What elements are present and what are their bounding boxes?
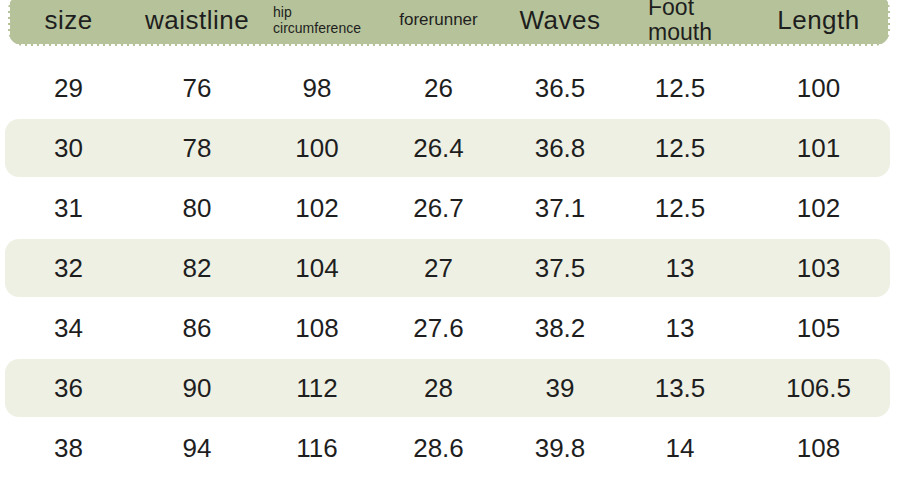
header-cell-length: Length xyxy=(740,5,897,36)
table-cell-length: 105 xyxy=(740,313,897,344)
table-cell-hip: 100 xyxy=(257,133,377,164)
table-cell-forerunner: 28 xyxy=(377,373,500,404)
table-cell-foot-mouth: 12.5 xyxy=(620,73,740,104)
table-cell-waistline: 94 xyxy=(137,433,257,464)
header-cell-waves: Waves xyxy=(500,5,620,36)
table-cell-hip: 102 xyxy=(257,193,377,224)
table-cell-foot-mouth: 13.5 xyxy=(620,373,740,404)
table-body: 2976982636.512.5100307810026.436.812.510… xyxy=(0,58,897,478)
header-label-foot-mouth: Foot mouth xyxy=(648,0,712,45)
header-label-waistline: waistline xyxy=(145,5,249,36)
table-cell-length: 106.5 xyxy=(740,373,897,404)
table-cell-waves: 37.1 xyxy=(500,193,620,224)
table-cell-foot-mouth: 14 xyxy=(620,433,740,464)
table-cell-forerunner: 26.4 xyxy=(377,133,500,164)
table-row: 32821042737.513103 xyxy=(0,238,897,298)
header-label-length: Length xyxy=(777,5,860,36)
table-cell-length: 103 xyxy=(740,253,897,284)
table-cell-waves: 36.5 xyxy=(500,73,620,104)
table-cell-forerunner: 27.6 xyxy=(377,313,500,344)
table-cell-foot-mouth: 13 xyxy=(620,313,740,344)
table-cell-waves: 37.5 xyxy=(500,253,620,284)
table-row: 389411628.639.814108 xyxy=(0,418,897,478)
header-label-hip: hip circumference xyxy=(273,4,361,36)
table-cell-waistline: 86 xyxy=(137,313,257,344)
table-cell-forerunner: 27 xyxy=(377,253,500,284)
table-cell-hip: 108 xyxy=(257,313,377,344)
header-cell-foot-mouth: Foot mouth xyxy=(620,0,740,45)
table-cell-length: 100 xyxy=(740,73,897,104)
header-cell-size: size xyxy=(0,5,137,36)
table-cell-foot-mouth: 12.5 xyxy=(620,133,740,164)
table-cell-size: 32 xyxy=(0,253,137,284)
table-cell-hip: 98 xyxy=(257,73,377,104)
table-cell-waistline: 76 xyxy=(137,73,257,104)
table-header-grid: size waistline hip circumference forerunner… xyxy=(0,0,897,46)
table-cell-forerunner: 26 xyxy=(377,73,500,104)
table-cell-foot-mouth: 13 xyxy=(620,253,740,284)
table-cell-forerunner: 28.6 xyxy=(377,433,500,464)
table-row: 2976982636.512.5100 xyxy=(0,58,897,118)
table-cell-waves: 39.8 xyxy=(500,433,620,464)
table-cell-size: 38 xyxy=(0,433,137,464)
header-cell-hip: hip circumference xyxy=(257,4,377,36)
table-cell-waves: 36.8 xyxy=(500,133,620,164)
table-header-row: size waistline hip circumference forerunner… xyxy=(0,0,897,46)
table-cell-hip: 104 xyxy=(257,253,377,284)
table-cell-hip: 112 xyxy=(257,373,377,404)
table-row: 318010226.737.112.5102 xyxy=(0,178,897,238)
table-cell-hip: 116 xyxy=(257,433,377,464)
table-cell-forerunner: 26.7 xyxy=(377,193,500,224)
header-cell-forerunner: forerunner xyxy=(377,10,500,30)
table-cell-waves: 39 xyxy=(500,373,620,404)
header-label-size: size xyxy=(44,5,92,36)
table-cell-size: 34 xyxy=(0,313,137,344)
table-cell-waistline: 80 xyxy=(137,193,257,224)
table-cell-length: 108 xyxy=(740,433,897,464)
header-label-forerunner: forerunner xyxy=(399,10,477,30)
table-cell-size: 31 xyxy=(0,193,137,224)
size-chart: size waistline hip circumference forerunner… xyxy=(0,0,897,486)
table-cell-length: 101 xyxy=(740,133,897,164)
table-cell-size: 29 xyxy=(0,73,137,104)
table-row: 307810026.436.812.5101 xyxy=(0,118,897,178)
table-cell-waistline: 90 xyxy=(137,373,257,404)
table-cell-waistline: 78 xyxy=(137,133,257,164)
header-label-waves: Waves xyxy=(520,5,601,36)
table-row: 348610827.638.213105 xyxy=(0,298,897,358)
table-row: 3690112283913.5106.5 xyxy=(0,358,897,418)
table-cell-length: 102 xyxy=(740,193,897,224)
table-cell-foot-mouth: 12.5 xyxy=(620,193,740,224)
table-cell-waves: 38.2 xyxy=(500,313,620,344)
header-cell-waistline: waistline xyxy=(137,5,257,36)
table-cell-waistline: 82 xyxy=(137,253,257,284)
table-cell-size: 30 xyxy=(0,133,137,164)
table-cell-size: 36 xyxy=(0,373,137,404)
